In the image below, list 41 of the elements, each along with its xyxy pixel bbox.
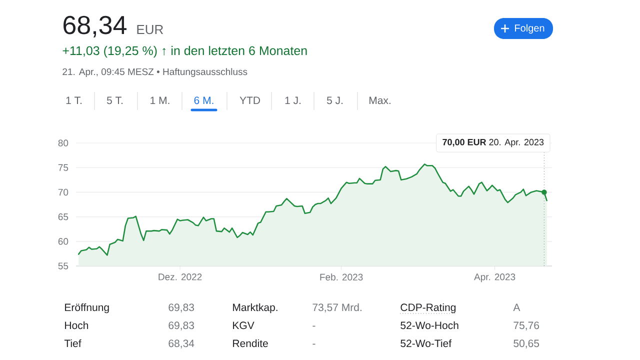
x-tick-label: Apr. 2023 [474, 274, 516, 282]
text: 75,76 [514, 322, 540, 330]
text: - [312, 344, 316, 345]
text: 68,34 [64, 16, 126, 38]
text: Folgen [515, 24, 544, 34]
text: 1 M. [150, 96, 170, 104]
text: 52-Wo-Tief [400, 339, 452, 348]
text: 69,83 [168, 322, 194, 330]
annotation: 70,00 EUR 20. Apr. 2023 [442, 138, 544, 148]
text: CDP-Rating [400, 303, 456, 314]
text: Marktkap. [233, 303, 278, 314]
text: 73,57 Mrd. [312, 303, 362, 312]
text: Eröffnung [65, 303, 109, 314]
y-tick-label: 55 [58, 262, 68, 270]
text: Tief [64, 339, 82, 348]
text: 5 T. [106, 96, 122, 104]
text: 50,65 [514, 340, 540, 348]
text: 5 J. [326, 96, 342, 104]
y-tick-label: 70 [58, 188, 68, 196]
x-tick-label: Feb. 2023 [320, 274, 363, 280]
text: EUR [137, 25, 164, 34]
text: YTD [240, 96, 260, 104]
text: Rendite [233, 339, 268, 348]
text: 21. Apr., 09:45 MESZ • Haftungsausschluss [62, 68, 248, 77]
y-tick-label: 75 [58, 164, 68, 171]
text: 52-Wo-Hoch [400, 321, 458, 330]
text: KGV [233, 322, 254, 330]
y-tick-label: 80 [58, 140, 68, 146]
text: - [312, 326, 316, 327]
y-tick-label: 65 [58, 213, 68, 220]
text: 1 T. [66, 96, 82, 104]
text: 1 J. [285, 96, 300, 104]
text: 6 M. [194, 96, 214, 104]
text: 69,83 [168, 304, 194, 312]
text: Max. [369, 96, 390, 104]
x-tick-label: Dez. 2022 [158, 274, 202, 280]
y-tick-label: 60 [58, 238, 68, 245]
text: A [513, 304, 520, 311]
text: +11,03 (19,25 %) ↑ in den letzten 6 Monaten [62, 46, 307, 58]
text: 68,34 [168, 340, 194, 348]
text: Hoch [65, 321, 88, 330]
